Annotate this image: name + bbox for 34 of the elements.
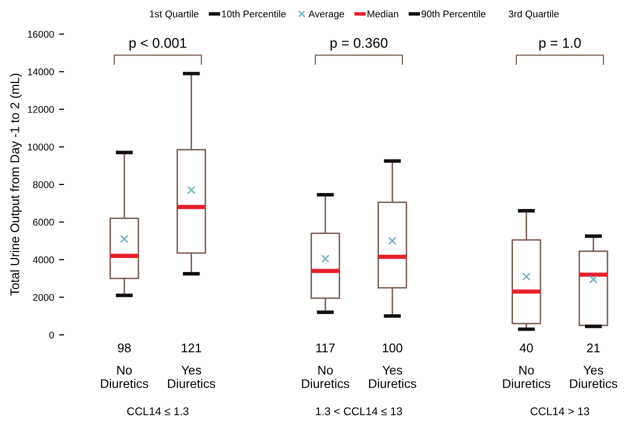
y-tick-label: 14000 [28, 68, 54, 76]
y-tick-label: 2000 [33, 294, 54, 301]
x-tick-label: No Diuretics [302, 366, 350, 388]
y-tick-label: 0 [49, 332, 54, 338]
y-tick-label: 6000 [33, 218, 54, 226]
text: 21 [587, 344, 600, 352]
y-axis-title: Total Urine Output from Day -1 to 2 (mL) [10, 74, 22, 296]
y-tick-label: 16000 [28, 30, 54, 38]
text: Median [368, 10, 398, 18]
text: 100 [382, 344, 402, 352]
x-tick-label: Yes Diuretics [369, 366, 416, 388]
text: 40 [520, 344, 533, 352]
x-tick-label: No Diuretics [503, 366, 550, 388]
text: Average [308, 10, 344, 20]
annotation: p < 0.001 [130, 38, 186, 51]
y-tick-label: 4000 [32, 256, 54, 264]
text: 98 [118, 344, 131, 352]
annotation: p = 0.360 [330, 38, 388, 51]
text: 117 [316, 344, 335, 352]
x-tick-label: Yes Diuretics [570, 366, 618, 388]
text: 3rd Quartile [508, 10, 559, 20]
x-tick-label: No Diuretics [101, 366, 148, 388]
text: CCL14 ≤ 1.3 [127, 407, 188, 416]
text: 90th Percentile [422, 10, 486, 18]
x-tick-label: Yes Diuretics [168, 366, 216, 388]
y-tick-label: 8000 [33, 181, 54, 188]
text: 1.3 < CCL14 ≤ 13 [316, 407, 402, 416]
text: CCL14 > 13 [530, 407, 590, 416]
annotation: p = 1.0 [539, 38, 581, 51]
text: 121 [182, 344, 202, 352]
y-tick-label: 10000 [28, 144, 54, 150]
text: 10th Percentile [222, 10, 286, 18]
y-tick-label: 12000 [28, 106, 54, 113]
text: 1st Quartile [150, 10, 198, 20]
